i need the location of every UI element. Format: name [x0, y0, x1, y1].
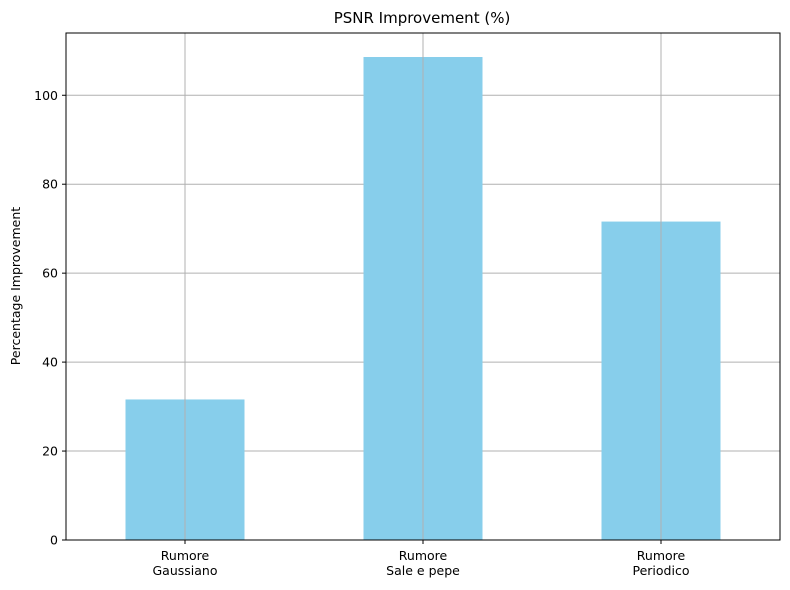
- x-tick-label: Rumore: [399, 548, 448, 563]
- x-tick-label: Gaussiano: [153, 563, 218, 578]
- x-tick-label: Periodico: [633, 563, 690, 578]
- plot-frame: [65, 32, 781, 541]
- y-tick-label: 20: [42, 444, 58, 459]
- x-tick-label: Rumore: [637, 548, 686, 563]
- y-tick-label: 0: [50, 533, 58, 548]
- y-tick-label: 80: [42, 177, 58, 192]
- y-axis-label: Percentage Improvement: [8, 207, 23, 365]
- x-gridlines: [184, 33, 662, 540]
- x-tick-label: Rumore: [161, 548, 210, 563]
- chart-title: PSNR Improvement (%): [334, 9, 511, 27]
- y-tick-label: 100: [34, 88, 58, 103]
- y-tick-label: 60: [42, 266, 58, 281]
- x-tick-label: Sale e pepe: [386, 563, 460, 578]
- y-tick-label: 40: [42, 355, 58, 370]
- y-ticks: 0 20 40 60 80 100: [34, 88, 66, 548]
